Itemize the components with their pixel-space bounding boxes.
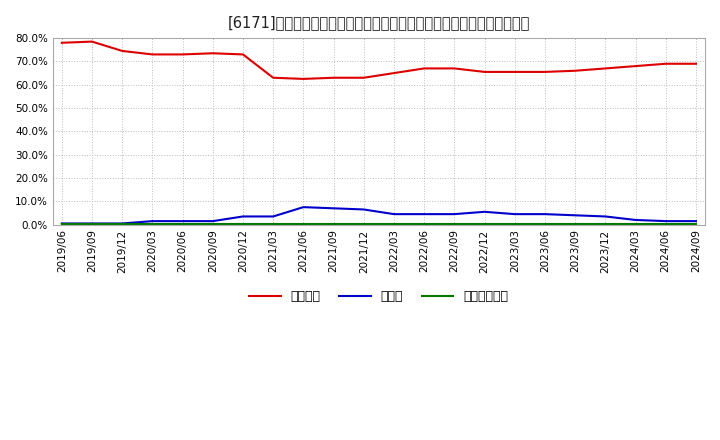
のれん [692,219,701,224]
のれん [238,214,247,219]
繰延税金資産 [541,221,549,227]
のれん [571,213,580,218]
のれん [390,212,398,217]
繰延税金資産 [269,221,277,227]
のれん [420,212,428,217]
Line: のれん: のれん [62,207,696,224]
繰延税金資産 [571,221,580,227]
自己資本 [510,69,519,74]
自己資本 [359,75,368,81]
のれん [299,205,307,210]
繰延税金資産 [148,221,157,227]
のれん [329,205,338,211]
自己資本 [541,69,549,74]
繰延税金資産 [450,221,459,227]
自己資本 [269,75,277,81]
繰延税金資産 [390,221,398,227]
自己資本 [420,66,428,71]
繰延税金資産 [179,221,187,227]
のれん [269,214,277,219]
Line: 自己資本: 自己資本 [62,42,696,79]
繰延税金資産 [662,221,670,227]
のれん [450,212,459,217]
繰延税金資産 [480,221,489,227]
のれん [179,219,187,224]
自己資本 [209,51,217,56]
のれん [118,221,127,226]
のれん [58,221,66,226]
のれん [148,219,157,224]
繰延税金資産 [631,221,640,227]
繰延税金資産 [118,221,127,227]
自己資本 [571,68,580,73]
繰延税金資産 [209,221,217,227]
自己資本 [692,61,701,66]
繰延税金資産 [329,221,338,227]
のれん [88,221,96,226]
Legend: 自己資本, のれん, 繰延税金資産: 自己資本, のれん, 繰延税金資産 [245,285,513,308]
繰延税金資産 [58,221,66,227]
自己資本 [238,52,247,57]
繰延税金資産 [510,221,519,227]
自己資本 [179,52,187,57]
繰延税金資産 [601,221,610,227]
自己資本 [148,52,157,57]
自己資本 [390,70,398,76]
のれん [631,217,640,223]
自己資本 [480,69,489,74]
Title: [6171]　自己資本、のれん、繰延税金資産の総資産に対する比率の推移: [6171] 自己資本、のれん、繰延税金資産の総資産に対する比率の推移 [228,15,530,30]
のれん [601,214,610,219]
自己資本 [450,66,459,71]
自己資本 [631,63,640,69]
繰延税金資産 [420,221,428,227]
のれん [662,219,670,224]
自己資本 [329,75,338,81]
自己資本 [118,48,127,54]
のれん [480,209,489,214]
自己資本 [299,76,307,81]
のれん [541,212,549,217]
繰延税金資産 [692,221,701,227]
自己資本 [601,66,610,71]
自己資本 [88,39,96,44]
のれん [359,207,368,212]
繰延税金資産 [299,221,307,227]
繰延税金資産 [238,221,247,227]
自己資本 [662,61,670,66]
繰延税金資産 [88,221,96,227]
のれん [209,219,217,224]
自己資本 [58,40,66,45]
繰延税金資産 [359,221,368,227]
のれん [510,212,519,217]
